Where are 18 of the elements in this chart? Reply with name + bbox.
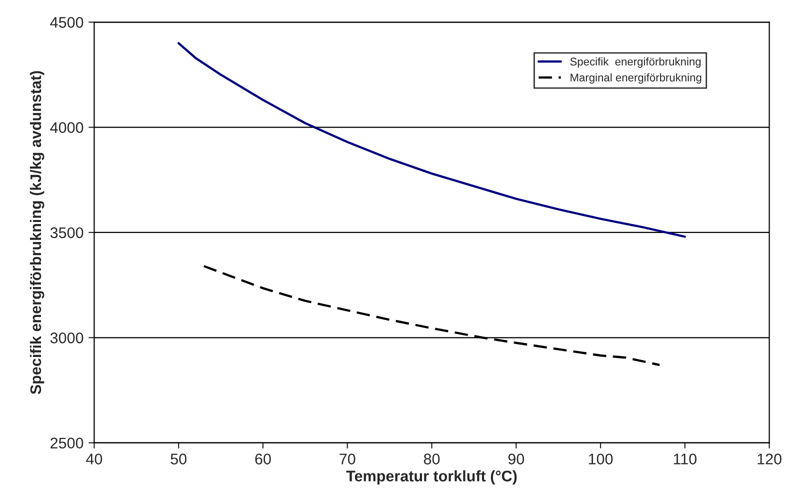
x-tick-label: 90 — [508, 454, 524, 464]
x-tick-label: 70 — [340, 454, 356, 464]
y-tick-label: 3000 — [50, 332, 84, 344]
y-tick-label: 4500 — [50, 17, 84, 28]
x-tick-label: 120 — [758, 454, 782, 464]
x-tick-label: 80 — [424, 454, 440, 464]
x-tick-label: 100 — [588, 454, 613, 464]
x-tick-label: 50 — [170, 454, 186, 464]
y-tick-label: 2500 — [50, 438, 84, 448]
x-axis-title: Temperatur torkluft (°C) — [346, 470, 517, 484]
y-axis-title: Specifik energiförbrukning (kJ/kg avdunstat) — [30, 71, 44, 394]
x-tick-label: 60 — [255, 454, 271, 464]
legend-label: Specifik energiförbrukning — [570, 57, 701, 68]
x-tick-label: 40 — [86, 454, 102, 464]
legend-label: Marginal energiförbrukning — [570, 73, 702, 84]
y-tick-label: 3500 — [50, 227, 84, 238]
x-tick-label: 110 — [674, 454, 696, 464]
y-tick-label: 4000 — [50, 122, 84, 133]
